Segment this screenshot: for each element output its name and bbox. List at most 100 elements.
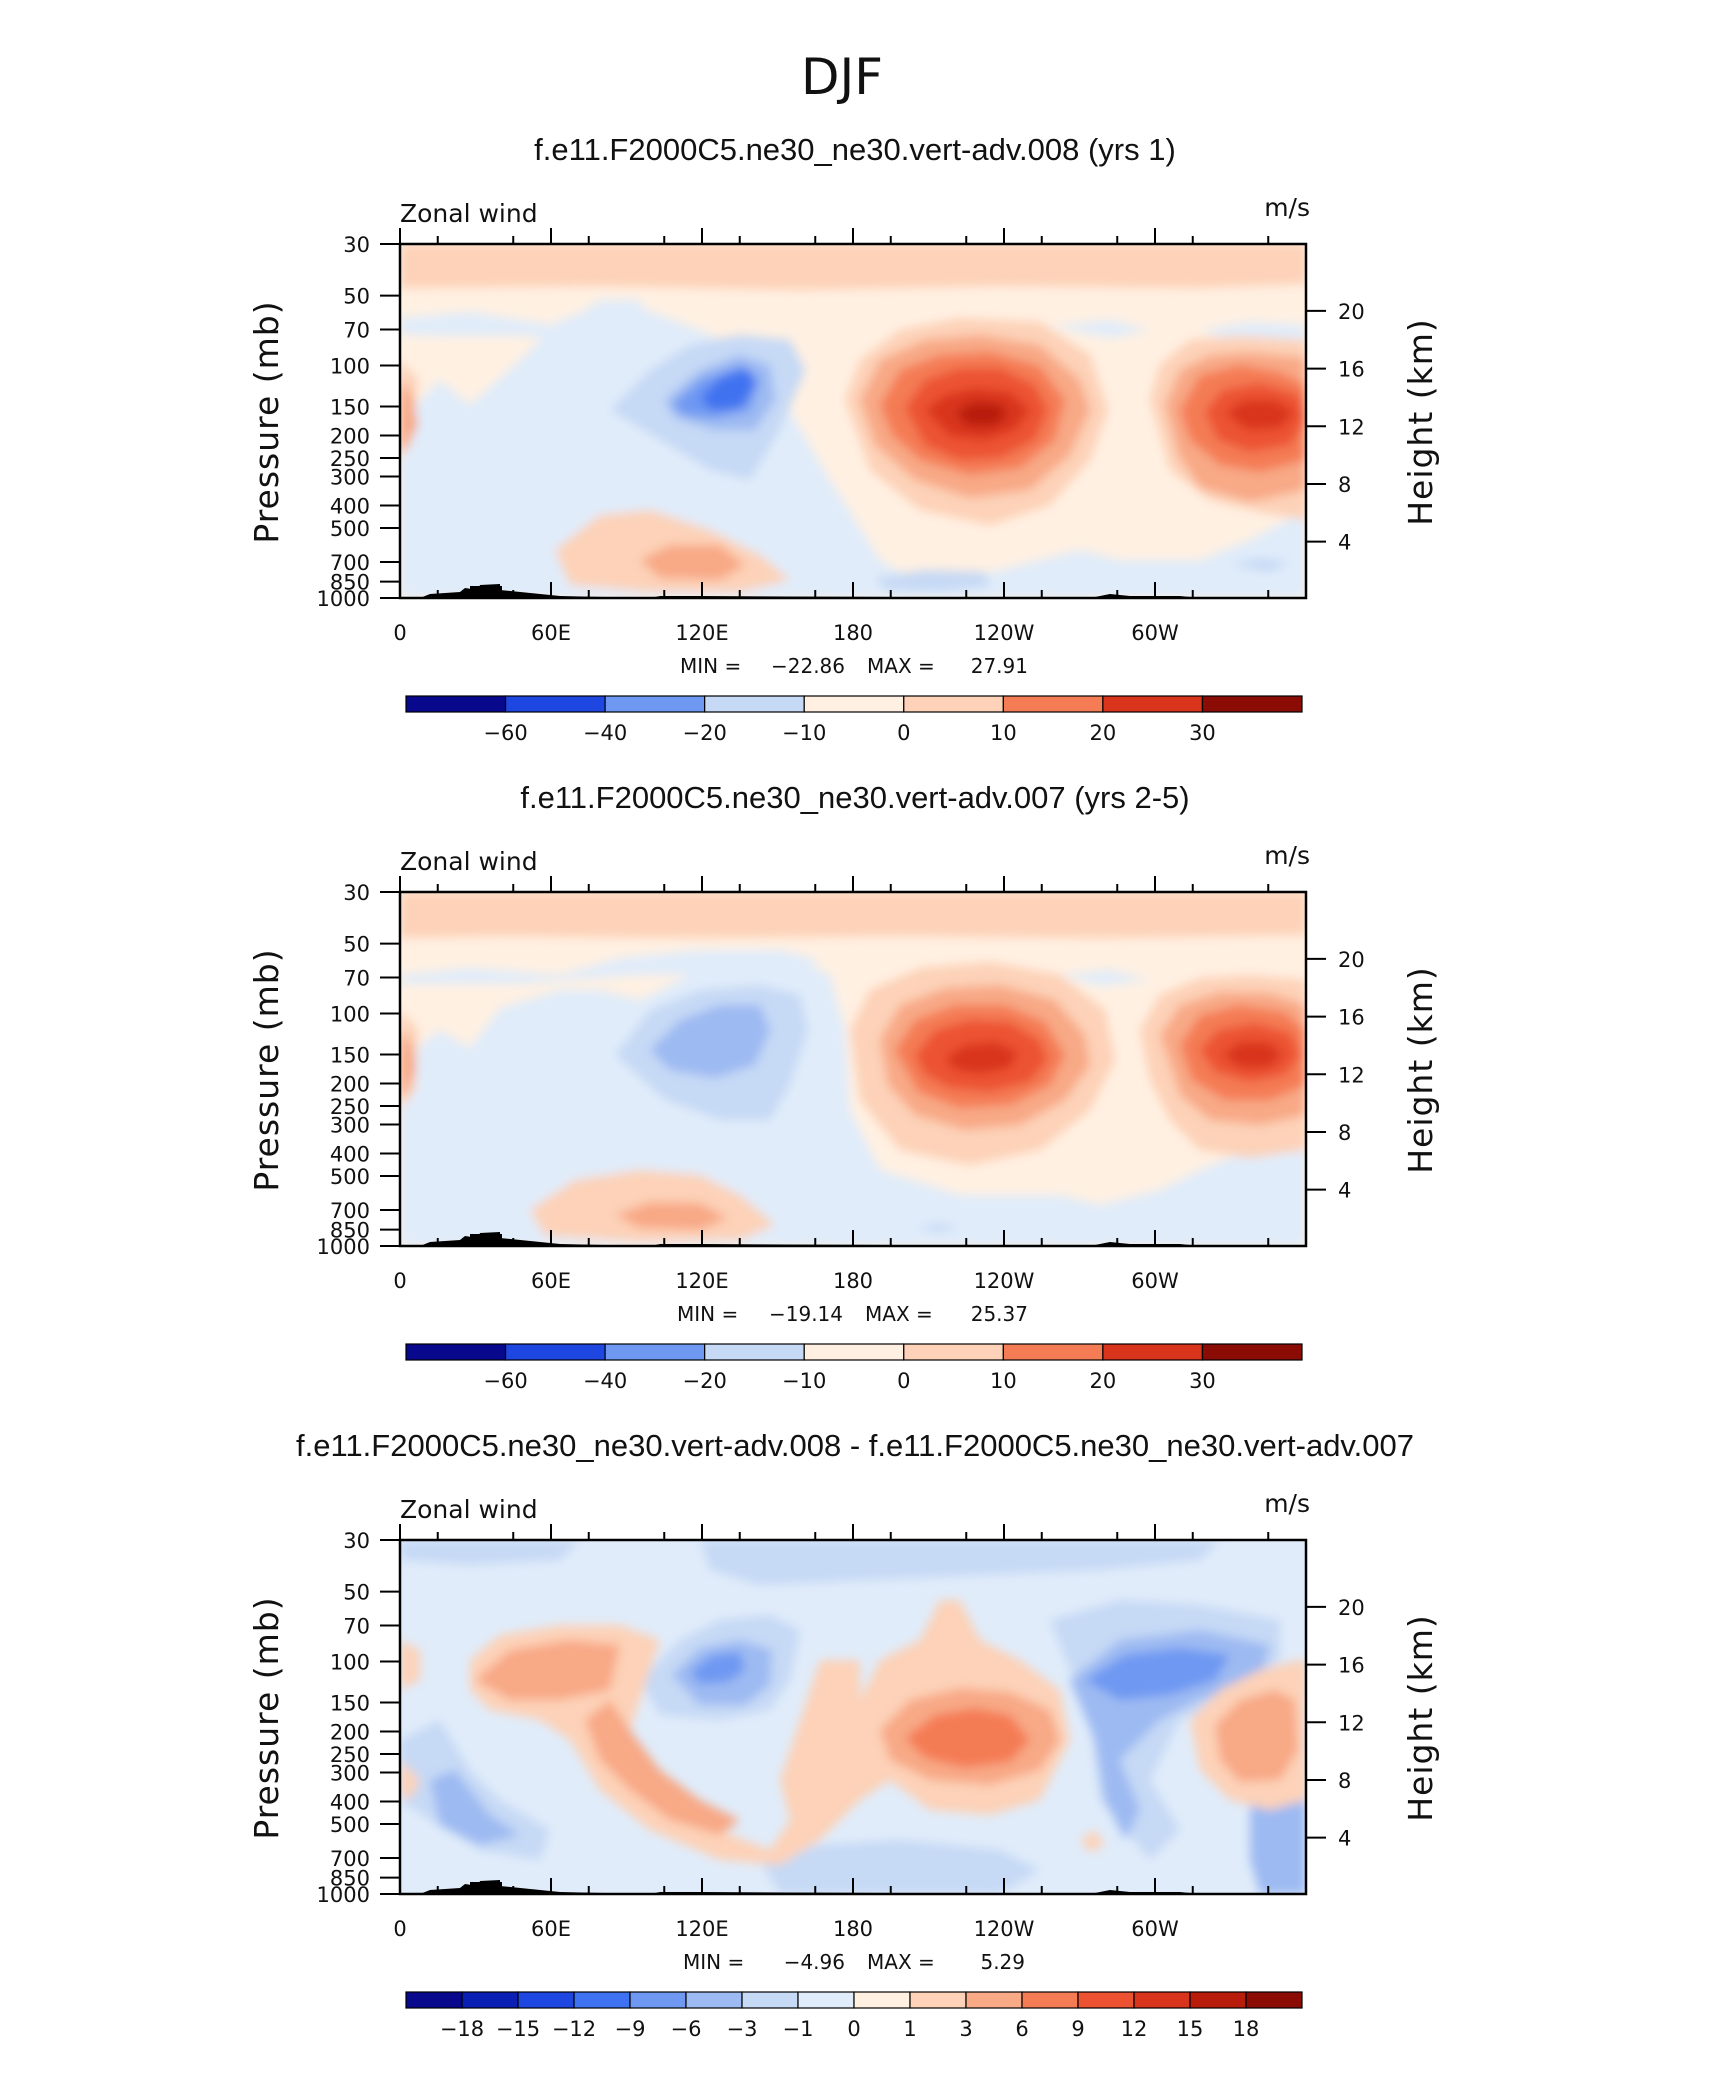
colorbar-label: −6: [671, 2017, 702, 2041]
x-tick-label: 60E: [531, 1269, 571, 1293]
colorbar-label: −1: [783, 2017, 814, 2041]
colorbar-box: [604, 1343, 706, 1361]
panel-1: f.e11.F2000C5.ne30_ne30.vert-adv.008 (yr…: [247, 132, 1440, 745]
colorbar-label: 15: [1177, 2017, 1204, 2041]
colorbar-box: [909, 1991, 967, 2009]
colorbar-box: [1002, 695, 1104, 713]
contour-pos-2: [585, 1700, 740, 1835]
x-ticks: 0 60E 120E 180 120W 60W: [393, 1524, 1270, 1941]
colorbar-label: 18: [1233, 2017, 1260, 2041]
colorbar-box: [405, 695, 507, 713]
y-tick-label: 150: [330, 1691, 370, 1715]
y2-tick-label: 20: [1338, 948, 1365, 972]
y2-tick-label: 12: [1338, 415, 1365, 439]
variable-label: Zonal wind: [400, 199, 538, 228]
y-tick-label: 50: [343, 285, 370, 309]
x-tick-label: 0: [393, 1269, 406, 1293]
x-tick-label: 0: [393, 621, 406, 645]
x-tick-label: 60W: [1131, 621, 1179, 645]
x-tick-label: 60W: [1131, 1269, 1179, 1293]
contour-pos-5: [1225, 400, 1295, 430]
colorbar-label: 9: [1071, 2017, 1084, 2041]
y2-ticks: 20 16 12 8 4: [1306, 1596, 1365, 1851]
colorbar-label: 10: [990, 1369, 1017, 1393]
contour-neg-weak: [915, 1223, 960, 1232]
y2-ticks: 20 16 12 8 4: [1306, 300, 1365, 555]
colorbar-label: 30: [1189, 721, 1216, 745]
y-tick-label: 200: [330, 425, 370, 449]
colorbar-label: 0: [847, 2017, 860, 2041]
variable-label: Zonal wind: [400, 847, 538, 876]
y2-tick-label: 4: [1338, 1827, 1351, 1851]
colorbar-box: [704, 1343, 805, 1361]
colorbar-box: [1133, 1991, 1191, 2009]
colorbar-label: 3: [959, 2017, 972, 2041]
colorbar-box: [1201, 695, 1303, 713]
contour-neg-weak: [1230, 558, 1290, 572]
units-label: m/s: [1264, 1489, 1310, 1518]
colorbar-box: [903, 695, 1004, 713]
max-value: 27.91: [971, 654, 1028, 678]
y-tick-label: 250: [330, 1095, 370, 1119]
colorbar-box: [461, 1991, 519, 2009]
max-label: MAX =: [867, 1950, 935, 1974]
contour-field: [400, 1540, 1306, 1894]
colorbar-label: 10: [990, 721, 1017, 745]
x-tick-label: 180: [833, 1917, 873, 1941]
colorbar-box: [704, 695, 805, 713]
y-tick-label: 70: [343, 1615, 370, 1639]
contour-pos-2: [475, 1640, 620, 1700]
y-tick-label: 150: [330, 395, 370, 419]
y-tick-label: 30: [343, 881, 370, 905]
min-value: −19.14: [769, 1302, 843, 1326]
y-tick-label: 1000: [317, 1235, 370, 1259]
y-tick-label: 100: [330, 355, 370, 379]
terrain-block: [470, 1234, 502, 1246]
y2-tick-label: 12: [1338, 1063, 1365, 1087]
y-tick-label: 500: [330, 1165, 370, 1189]
max-label: MAX =: [865, 1302, 933, 1326]
units-label: m/s: [1264, 841, 1310, 870]
x-tick-label: 120E: [675, 621, 728, 645]
colorbar-box: [1102, 695, 1204, 713]
contour-pos-1: [400, 1640, 420, 1690]
x-tick-label: 180: [833, 621, 873, 645]
colorbar-label: 30: [1189, 1369, 1216, 1393]
panel-title: f.e11.F2000C5.ne30_ne30.vert-adv.008 - f…: [296, 1428, 1414, 1463]
y2-tick-label: 8: [1338, 1769, 1351, 1793]
y-tick-label: 500: [330, 517, 370, 541]
contour-pos-1: [400, 1760, 420, 1800]
y2-tick-label: 16: [1338, 358, 1365, 382]
contour-pos-2: [400, 1030, 416, 1098]
y2-tick-label: 4: [1338, 531, 1351, 555]
y-tick-label: 200: [330, 1073, 370, 1097]
colorbar-box: [803, 1343, 905, 1361]
contour-neg-weak: [1200, 322, 1306, 342]
min-value: −4.96: [784, 1950, 845, 1974]
contour-pos-1: [470, 1600, 1070, 1865]
colorbar-label: 1: [903, 2017, 916, 2041]
x-tick-label: 120W: [974, 621, 1035, 645]
x-tick-label: 60E: [531, 621, 571, 645]
panel-title: f.e11.F2000C5.ne30_ne30.vert-adv.008 (yr…: [534, 132, 1176, 167]
y-tick-label: 500: [330, 1813, 370, 1837]
figure-title: DJF: [801, 48, 883, 106]
y-axis-label: Pressure (mb): [247, 300, 286, 543]
colorbar-box: [1201, 1343, 1303, 1361]
y2-tick-label: 12: [1338, 1711, 1365, 1735]
x-tick-label: 60E: [531, 1917, 571, 1941]
y-tick-label: 50: [343, 1581, 370, 1605]
colorbar-label: −60: [483, 721, 527, 745]
y-tick-label: 850: [330, 571, 370, 595]
y-tick-label: 50: [343, 933, 370, 957]
min-label: MIN =: [680, 654, 741, 678]
y-tick-label: 1000: [317, 1883, 370, 1907]
contour-neg-weak: [400, 950, 820, 984]
min-label: MIN =: [683, 1950, 744, 1974]
contour-field: [400, 892, 1306, 1246]
colorbar-box: [741, 1991, 799, 2009]
colorbar: −18 −15 −12 −9 −6 −3 −1 0 1 3 6 9 12 15 18: [405, 1991, 1303, 2041]
contour-pos-1: [400, 892, 1306, 938]
y-tick-label: 30: [343, 1529, 370, 1553]
colorbar-box: [405, 1991, 463, 2009]
